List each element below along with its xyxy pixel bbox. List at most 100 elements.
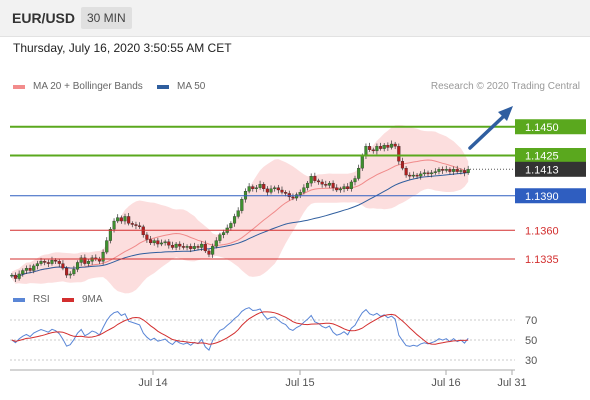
candle-body [214, 240, 218, 247]
candle-body [335, 187, 339, 191]
candle-body [211, 246, 215, 255]
candle-body [320, 181, 324, 185]
candle-body [393, 143, 397, 147]
candle-body [371, 149, 375, 152]
candle-body [302, 187, 306, 193]
candle-body [32, 265, 36, 271]
candle-body [295, 194, 299, 199]
candle-body [61, 263, 65, 269]
candle-body [21, 270, 25, 275]
candle-body [170, 245, 175, 248]
candle-body [430, 172, 434, 175]
candle-body [86, 261, 91, 264]
candle-body [408, 174, 412, 177]
target-arrow-shaft [468, 113, 507, 150]
rsi-line [11, 307, 469, 351]
candle-body [72, 269, 76, 275]
candle-body [116, 217, 120, 222]
symbol-label: EUR/USD [12, 10, 76, 26]
x-tick-label: Jul 14 [138, 377, 167, 389]
ma9-swatch [62, 297, 74, 302]
candle-body [258, 184, 262, 188]
pivot-level-label: 1.1390 [525, 191, 559, 203]
candle-body [181, 246, 185, 248]
candle-body [389, 143, 394, 148]
candle-body [419, 173, 423, 177]
candle-body [218, 234, 222, 241]
current-price-label: 1.1413 [525, 164, 559, 176]
candle-body [375, 146, 379, 152]
candle-body [75, 262, 80, 270]
candle-body [243, 190, 248, 200]
candle-body [280, 189, 284, 193]
candle-body [17, 273, 21, 279]
candle-body [448, 169, 452, 172]
candle-body [50, 259, 54, 264]
candle-body [404, 167, 408, 176]
candle-body [46, 262, 50, 264]
candle-body [240, 199, 244, 211]
candle-body [145, 234, 149, 240]
timeframe-button[interactable]: 30 MIN [81, 7, 132, 29]
x-tick-label: Jul 16 [431, 377, 460, 389]
candle-body [200, 243, 204, 248]
candle-body [156, 240, 160, 245]
candle-body [192, 246, 196, 249]
candle-body [444, 169, 448, 171]
support-level-label: 1.1360 [525, 225, 559, 237]
candle-body [291, 196, 295, 199]
target-arrow-head [498, 106, 513, 121]
candle-body [309, 176, 313, 184]
candle-body [357, 167, 361, 179]
candle-body [13, 274, 18, 279]
candle-body [342, 186, 346, 190]
support-level-label: 1.1335 [525, 254, 559, 266]
candle-body [28, 268, 32, 271]
candle-body [57, 261, 61, 264]
candles-group [10, 140, 470, 282]
candle-body [247, 186, 251, 192]
candle-body [254, 187, 258, 189]
x-tick-label: Jul 31 [497, 377, 526, 389]
candle-body [349, 181, 353, 189]
ma9-legend-label: 9MA [82, 294, 103, 305]
candle-body [39, 261, 43, 264]
candle-body [229, 223, 233, 229]
candle-body [276, 187, 280, 191]
rsi-legend-label: RSI [33, 294, 50, 305]
candle-body [324, 184, 328, 186]
rsi-level-label: 70 [525, 315, 537, 327]
ma50-legend-label: MA 50 [177, 81, 206, 92]
pivot-badge [515, 188, 586, 204]
candle-body [159, 242, 164, 245]
candle-body [422, 172, 426, 175]
candle-body [346, 186, 350, 190]
rsi-legend: RSI [13, 294, 50, 305]
candle-body [178, 243, 182, 247]
candle-body [90, 257, 94, 262]
candle-body [459, 170, 463, 172]
candle-body [287, 193, 291, 198]
candle-body [79, 257, 83, 263]
candle-body [196, 246, 200, 248]
ma50-swatch [157, 84, 169, 89]
candle-body [368, 146, 372, 150]
candle-body [360, 155, 364, 169]
candle-body [313, 176, 317, 181]
candle-body [112, 220, 116, 230]
candle-body [382, 144, 386, 149]
candle-body [105, 240, 109, 253]
candle-body [35, 263, 39, 267]
candle-body [101, 251, 105, 262]
resistance-level-label: 1.1425 [525, 151, 559, 163]
bollinger-swatch [13, 84, 25, 89]
research-credit: Research © 2020 Trading Central [430, 81, 580, 92]
candle-body [433, 171, 437, 173]
candle-body [130, 223, 134, 225]
current-price-badge [515, 161, 586, 177]
datetime-label: Thursday, July 16, 2020 3:50:55 AM CET [13, 41, 232, 55]
chart-header: EUR/USD 30 MIN [0, 0, 590, 37]
candle-body [251, 186, 255, 190]
ma50-line [11, 172, 469, 278]
